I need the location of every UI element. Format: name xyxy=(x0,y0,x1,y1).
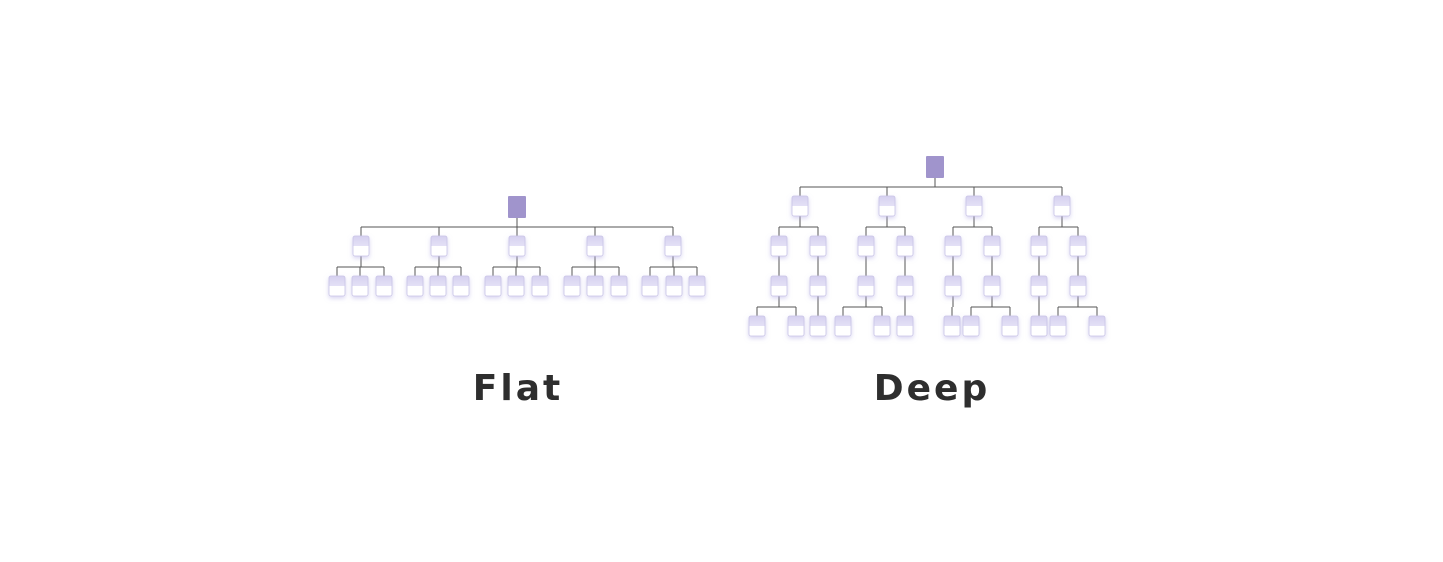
flat-level2-node-4-2 xyxy=(586,275,604,297)
flat-level2-node-2-1 xyxy=(406,275,424,297)
deep-level3-node-1-1 xyxy=(770,275,788,297)
deep-level4-node-1-1-1 xyxy=(748,315,766,337)
flat-level1-node-1 xyxy=(352,235,370,257)
deep-level4-node-3-2-2 xyxy=(1001,315,1019,337)
deep-level2-node-1-2 xyxy=(809,235,827,257)
deep-level2-node-4-2 xyxy=(1069,235,1087,257)
deep-level1-node-1 xyxy=(791,195,809,217)
deep-level4-node-1-2-1 xyxy=(809,315,827,337)
deep-level4-node-4-1-1 xyxy=(1030,315,1048,337)
deep-level2-node-2-1 xyxy=(857,235,875,257)
deep-level1-node-3 xyxy=(965,195,983,217)
flat-level2-node-3-1 xyxy=(484,275,502,297)
deep-level4-node-4-2-1 xyxy=(1049,315,1067,337)
flat-level2-node-1-2 xyxy=(351,275,369,297)
deep-tree xyxy=(748,156,1106,337)
deep-level2-node-3-1 xyxy=(944,235,962,257)
deep-level2-node-3-2 xyxy=(983,235,1001,257)
flat-level2-node-4-1 xyxy=(563,275,581,297)
deep-level2-node-2-2 xyxy=(896,235,914,257)
flat-level2-node-4-3 xyxy=(610,275,628,297)
flat-level2-node-2-3 xyxy=(452,275,470,297)
deep-level3-node-4-1 xyxy=(1030,275,1048,297)
deep-level4-node-4-2-2 xyxy=(1088,315,1106,337)
deep-level3-node-1-2 xyxy=(809,275,827,297)
deep-level2-node-1-1 xyxy=(770,235,788,257)
deep-level4-node-2-2-1 xyxy=(896,315,914,337)
flat-level2-node-2-2 xyxy=(429,275,447,297)
flat-level2-node-1-1 xyxy=(328,275,346,297)
deep-label: Deep xyxy=(873,368,991,409)
deep-level3-node-4-2 xyxy=(1069,275,1087,297)
deep-level1-node-2 xyxy=(878,195,896,217)
deep-level4-node-3-2-1 xyxy=(962,315,980,337)
flat-level2-node-5-1 xyxy=(641,275,659,297)
flat-level1-node-4 xyxy=(586,235,604,257)
deep-level3-node-2-1 xyxy=(857,275,875,297)
flat-level2-node-1-3 xyxy=(375,275,393,297)
deep-level4-node-1-1-2 xyxy=(787,315,805,337)
deep-level4-node-2-1-2 xyxy=(873,315,891,337)
deep-level3-node-3-1 xyxy=(944,275,962,297)
deep-level3-node-2-2 xyxy=(896,275,914,297)
deep-level2-node-4-1 xyxy=(1030,235,1048,257)
flat-tree xyxy=(328,196,706,297)
deep-level4-node-3-1-1 xyxy=(943,315,961,337)
flat-level2-node-5-2 xyxy=(665,275,683,297)
flat-level2-node-3-3 xyxy=(531,275,549,297)
flat-level1-node-2 xyxy=(430,235,448,257)
flat-level1-node-5 xyxy=(664,235,682,257)
deep-root-node xyxy=(926,156,944,178)
deep-level3-node-3-2 xyxy=(983,275,1001,297)
deep-level1-node-4 xyxy=(1053,195,1071,217)
flat-level1-node-3 xyxy=(508,235,526,257)
flat-label: Flat xyxy=(472,368,564,409)
flat-level2-node-5-3 xyxy=(688,275,706,297)
flat-level2-node-3-2 xyxy=(507,275,525,297)
flat-root-node xyxy=(508,196,526,218)
deep-level4-node-2-1-1 xyxy=(834,315,852,337)
